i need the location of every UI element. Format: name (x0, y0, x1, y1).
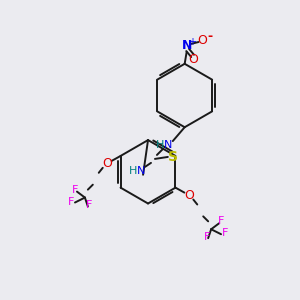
Text: F: F (218, 216, 224, 226)
Text: O: O (102, 158, 112, 170)
Text: H: H (156, 140, 164, 150)
Text: F: F (72, 184, 78, 195)
Text: F: F (68, 196, 74, 206)
Text: N: N (182, 40, 192, 52)
Text: F: F (86, 200, 92, 211)
Text: O: O (189, 53, 199, 66)
Text: H: H (129, 166, 137, 176)
Text: O: O (184, 189, 194, 202)
Text: S: S (168, 150, 178, 164)
Text: +: + (188, 37, 196, 47)
Text: O: O (198, 34, 207, 46)
Text: N: N (164, 140, 172, 150)
Text: N: N (137, 166, 145, 176)
Text: F: F (204, 232, 210, 242)
Text: F: F (222, 228, 228, 238)
Text: -: - (207, 30, 212, 43)
